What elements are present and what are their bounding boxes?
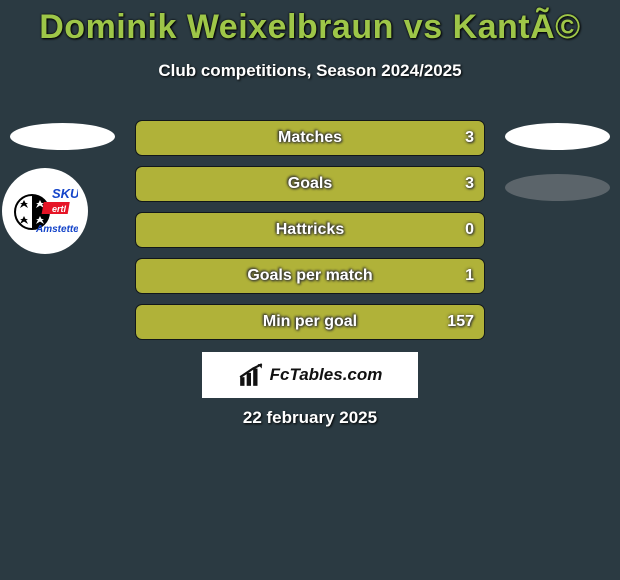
left-player-avatar-placeholder [10,123,115,150]
svg-text:ertl glas: ertl glas [52,204,78,214]
svg-text:SKU: SKU [52,186,78,201]
comparison-card: Dominik Weixelbraun vs KantÃ© Club compe… [0,0,620,580]
stat-label: Goals [136,167,484,201]
stat-row-goals: Goals 3 [135,166,485,202]
stat-label: Goals per match [136,259,484,293]
stat-label: Min per goal [136,305,484,339]
page-title: Dominik Weixelbraun vs KantÃ© [0,0,620,47]
stat-value-right: 3 [465,121,474,155]
left-player-club-badge: SKU ertl glas Amstetten [2,168,88,254]
page-subtitle: Club competitions, Season 2024/2025 [0,61,620,81]
stat-value-right: 157 [447,305,474,339]
right-player-column [505,118,610,219]
left-player-column: SKU ertl glas Amstetten [10,118,115,254]
stat-row-goals-per-match: Goals per match 1 [135,258,485,294]
bar-chart-icon [238,362,264,388]
footer-date: 22 february 2025 [0,408,620,428]
svg-text:Amstetten: Amstetten [35,224,78,235]
stat-row-matches: Matches 3 [135,120,485,156]
stat-value-right: 0 [465,213,474,247]
footer-brand-text: FcTables.com [270,365,383,385]
stat-value-right: 3 [465,167,474,201]
stat-label: Hattricks [136,213,484,247]
footer-brand-badge: FcTables.com [202,352,418,398]
stat-row-hattricks: Hattricks 0 [135,212,485,248]
stat-label: Matches [136,121,484,155]
stat-row-min-per-goal: Min per goal 157 [135,304,485,340]
right-player-club-placeholder [505,174,610,201]
stats-table: Matches 3 Goals 3 Hattricks 0 Goals per … [135,120,485,350]
club-logo-sku-amstetten: SKU ertl glas Amstetten [12,178,78,244]
stat-value-right: 1 [465,259,474,293]
right-player-avatar-placeholder [505,123,610,150]
